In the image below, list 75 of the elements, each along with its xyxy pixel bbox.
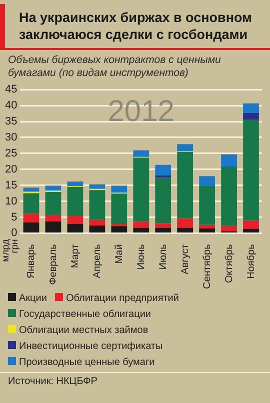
y-tick-label: 40 <box>4 100 18 112</box>
bar <box>23 188 40 192</box>
bar <box>221 154 237 167</box>
x-tick-label: Ноябрь <box>246 244 257 279</box>
bar <box>45 221 62 232</box>
bar <box>67 216 84 224</box>
x-tick-label: Август <box>180 244 191 274</box>
y-tick-label: 20 <box>4 163 18 176</box>
bar <box>243 220 259 229</box>
legend-label: Инвестиционные сертификаты <box>18 340 164 353</box>
bar <box>199 224 215 228</box>
bar <box>67 182 84 186</box>
bar <box>67 224 84 232</box>
x-tick-label: Февраль <box>48 244 59 285</box>
bar <box>243 112 259 120</box>
bar <box>221 166 237 226</box>
bar <box>199 176 215 186</box>
y-tick-label: 25 <box>4 147 18 160</box>
bar <box>89 220 106 226</box>
bar <box>67 186 84 216</box>
bar <box>23 193 40 214</box>
y-tick-label: 10 <box>4 195 18 208</box>
x-tick-label: Январь <box>26 244 37 278</box>
legend-label: Производные ценные бумаги <box>18 356 156 369</box>
bar <box>111 224 128 226</box>
bar <box>243 120 259 220</box>
chart-title: На украинских биржах в основном заключаюся сделки с госбондами <box>0 4 270 50</box>
legend-label: Государственные облигации <box>18 308 152 321</box>
x-tick-label: Июнь <box>136 244 147 270</box>
legend-label: Акции <box>18 292 47 305</box>
bar <box>243 228 259 232</box>
x-tick-label: Сентябрь <box>202 244 213 290</box>
y-axis-title: млрд грн <box>0 238 21 262</box>
bar <box>133 221 150 228</box>
bar <box>111 194 128 224</box>
legend-label: Облигации предприятий <box>64 292 179 305</box>
x-tick-label: Март <box>70 244 81 268</box>
legend-label: Облигации местных займов <box>18 324 150 337</box>
bar <box>155 223 172 228</box>
chart-subtitle: Объемы биржевых контрактов с ценными бумагами (по видам инструментов) <box>7 53 222 80</box>
x-tick-label: Апрель <box>92 244 103 278</box>
bar <box>177 152 194 218</box>
bar <box>155 228 172 232</box>
bar <box>89 226 106 232</box>
x-tick-label: Октябрь <box>224 244 235 283</box>
bar <box>23 222 40 232</box>
text: Источник: НКЦБФР <box>0 372 270 390</box>
y-tick-label: 0 <box>11 227 18 240</box>
bar <box>89 184 106 189</box>
bar <box>111 226 128 232</box>
x-tick-label: Июль <box>158 244 169 270</box>
bar <box>177 228 194 232</box>
bar <box>133 228 150 232</box>
bar <box>89 190 106 220</box>
bar <box>133 158 150 222</box>
bar <box>111 186 128 193</box>
bar <box>177 218 194 228</box>
bar <box>133 150 150 157</box>
bar <box>45 192 62 216</box>
y-tick-label: 15 <box>4 179 18 192</box>
bar <box>177 144 194 152</box>
y-tick-label: 45 <box>4 84 18 96</box>
bar <box>45 215 62 222</box>
bar <box>199 185 215 225</box>
bar <box>45 186 62 190</box>
bar <box>243 103 259 113</box>
y-tick-label: 35 <box>4 116 18 128</box>
y-tick-label: 5 <box>11 211 18 224</box>
bar <box>199 228 215 232</box>
bar <box>221 226 237 232</box>
bar <box>155 164 172 176</box>
y-tick-label: 30 <box>4 132 18 144</box>
bar <box>23 213 40 222</box>
bar <box>155 177 172 224</box>
x-tick-label: Май <box>114 244 125 264</box>
